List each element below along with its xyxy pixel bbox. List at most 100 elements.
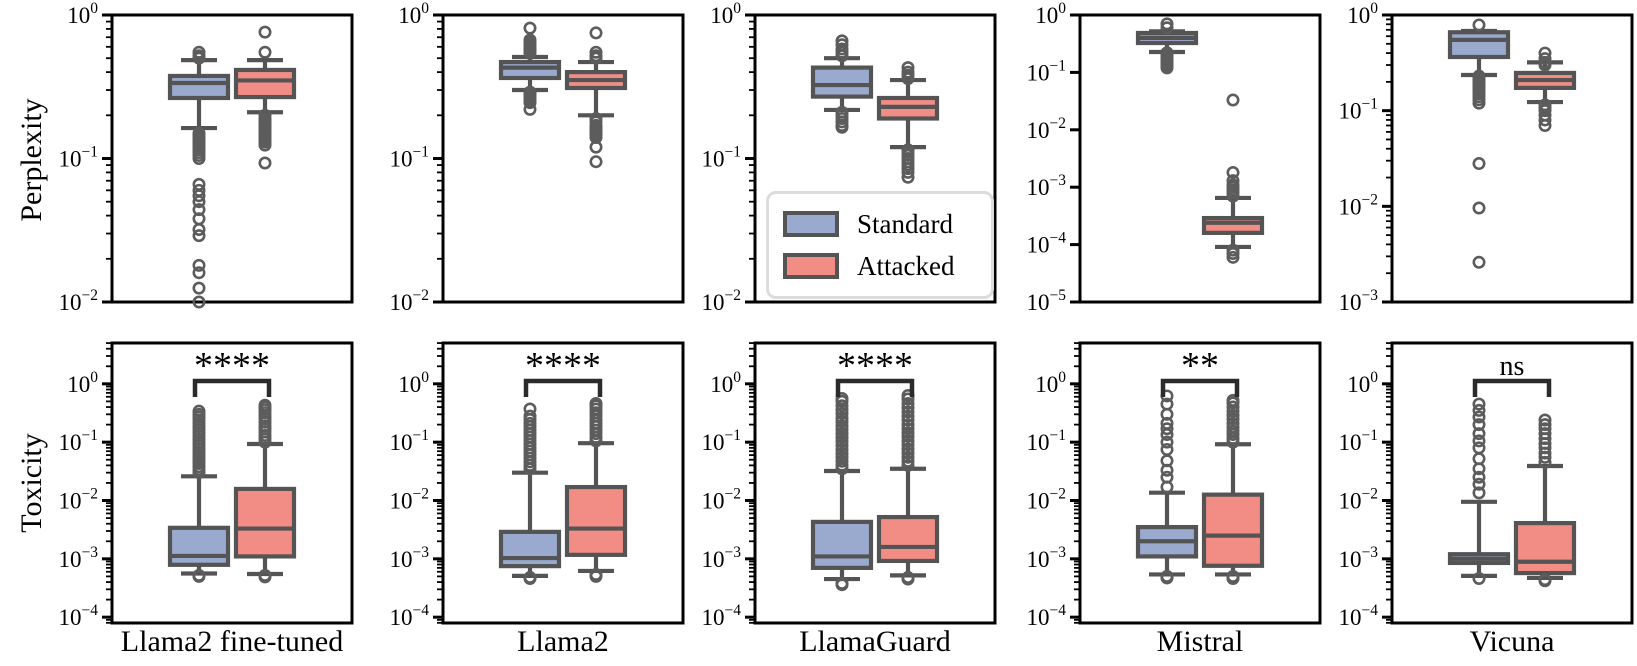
outlier-point xyxy=(192,404,206,418)
y-tick-label: 10−3 xyxy=(390,544,430,572)
outlier-point xyxy=(835,419,849,433)
outlier-point xyxy=(835,578,849,592)
boxplot-standard xyxy=(810,392,874,592)
significance-label: **** xyxy=(194,345,270,387)
iqr-box xyxy=(233,486,297,559)
outlier-point xyxy=(1160,571,1174,585)
outlier-point xyxy=(192,569,206,583)
significance-label: ns xyxy=(1500,351,1525,382)
outlier-point xyxy=(1226,166,1240,180)
panel-toxicity-llama2-fine-tuned: 100 10−1 10−2 10−3 10−4 **** xyxy=(59,341,354,630)
boxplot-attacked xyxy=(1513,46,1577,132)
outlier-point xyxy=(523,102,537,116)
y-tick-label: 10−2 xyxy=(59,287,99,315)
x-axis-label-vicuna: Vicuna xyxy=(1469,625,1555,658)
outlier-point xyxy=(1472,18,1486,32)
outlier-point xyxy=(901,434,915,448)
x-axis-label-llamaguard: LlamaGuard xyxy=(799,625,951,658)
significance-label: **** xyxy=(837,345,913,387)
iqr-box xyxy=(876,514,940,564)
outlier-point xyxy=(192,295,206,309)
outlier-point xyxy=(835,458,849,472)
outlier-point xyxy=(835,454,849,468)
significance-label: **** xyxy=(525,345,601,387)
y-axis-label-toxicity: Toxicity xyxy=(15,433,48,533)
outlier-point xyxy=(901,61,915,75)
outlier-point xyxy=(523,416,537,430)
outlier-point xyxy=(1160,422,1174,436)
outlier-point xyxy=(258,138,272,152)
outlier-point xyxy=(1538,118,1552,132)
y-axis-label-perplexity: Perplexity xyxy=(15,98,48,222)
outlier-point xyxy=(901,442,915,456)
outlier-point xyxy=(192,195,206,209)
outlier-point xyxy=(1472,96,1486,110)
outlier-point xyxy=(1226,400,1240,414)
y-tick-label: 100 xyxy=(1035,0,1066,28)
y-tick-label: 10−4 xyxy=(390,602,430,630)
axes-frame xyxy=(1078,13,1322,304)
outlier-point xyxy=(258,45,272,59)
y-tick-label: 10−4 xyxy=(1027,230,1067,258)
y-tick-label: 10−2 xyxy=(59,486,99,514)
legend: Standard Attacked xyxy=(766,191,994,299)
y-tick-label: 10−2 xyxy=(1027,115,1067,143)
outlier-point xyxy=(1226,250,1240,264)
boxplot-standard xyxy=(498,402,562,586)
outlier-point xyxy=(192,266,206,280)
outlier-point xyxy=(835,399,849,413)
outlier-point xyxy=(901,405,915,419)
outlier-point xyxy=(523,33,537,47)
y-tick-label: 100 xyxy=(710,0,741,28)
outlier-point xyxy=(1472,397,1486,411)
outlier-point xyxy=(1226,174,1240,188)
legend-item-attacked: Attacked xyxy=(783,245,977,287)
outlier-point xyxy=(192,258,206,272)
axes-frame xyxy=(441,13,685,304)
iqr-box xyxy=(498,529,562,569)
outlier-point xyxy=(835,42,849,56)
y-tick-label: 100 xyxy=(398,0,429,28)
outlier-point xyxy=(1160,416,1174,430)
outlier-point xyxy=(589,397,603,411)
outlier-point xyxy=(192,45,206,59)
boxplot-standard xyxy=(810,34,874,134)
outlier-point xyxy=(1160,397,1174,411)
axes-frame xyxy=(110,341,354,625)
boxplot-attacked xyxy=(233,25,297,170)
significance-bracket xyxy=(192,378,272,397)
outlier-point xyxy=(835,120,849,134)
boxplot-standard xyxy=(1135,17,1199,75)
panel-perplexity-llamaguard: 100 10−1 10−2 xyxy=(702,0,997,315)
y-tick-label: 10−3 xyxy=(1027,544,1067,572)
y-tick-label: 100 xyxy=(67,369,98,397)
outlier-point xyxy=(835,34,849,48)
y-tick-label: 10−4 xyxy=(702,602,742,630)
outlier-point xyxy=(1160,61,1174,75)
y-tick-label: 10−1 xyxy=(59,427,99,455)
outlier-point xyxy=(901,401,915,415)
outlier-point xyxy=(1538,418,1552,432)
outlier-point xyxy=(901,397,915,411)
axes-frame xyxy=(1078,341,1322,625)
legend-swatch-standard xyxy=(783,211,839,237)
significance-label: ** xyxy=(1181,345,1219,387)
outlier-point xyxy=(1538,422,1552,436)
y-tick-label: 100 xyxy=(710,369,741,397)
outlier-point xyxy=(1472,434,1486,448)
outlier-point xyxy=(1472,486,1486,500)
legend-swatch-attacked xyxy=(783,253,839,279)
outlier-point xyxy=(589,569,603,583)
y-tick-label: 10−1 xyxy=(1027,427,1067,455)
iqr-box xyxy=(498,59,562,81)
outlier-point xyxy=(901,413,915,427)
iqr-box xyxy=(167,525,231,567)
y-tick-label: 10−3 xyxy=(1339,287,1379,315)
outlier-point xyxy=(901,426,915,440)
outlier-point xyxy=(901,409,915,423)
y-tick-label: 10−1 xyxy=(1027,57,1067,85)
y-tick-label: 100 xyxy=(67,0,98,28)
significance-bracket xyxy=(1160,378,1240,397)
